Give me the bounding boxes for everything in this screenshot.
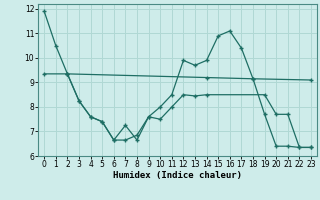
X-axis label: Humidex (Indice chaleur): Humidex (Indice chaleur)	[113, 171, 242, 180]
